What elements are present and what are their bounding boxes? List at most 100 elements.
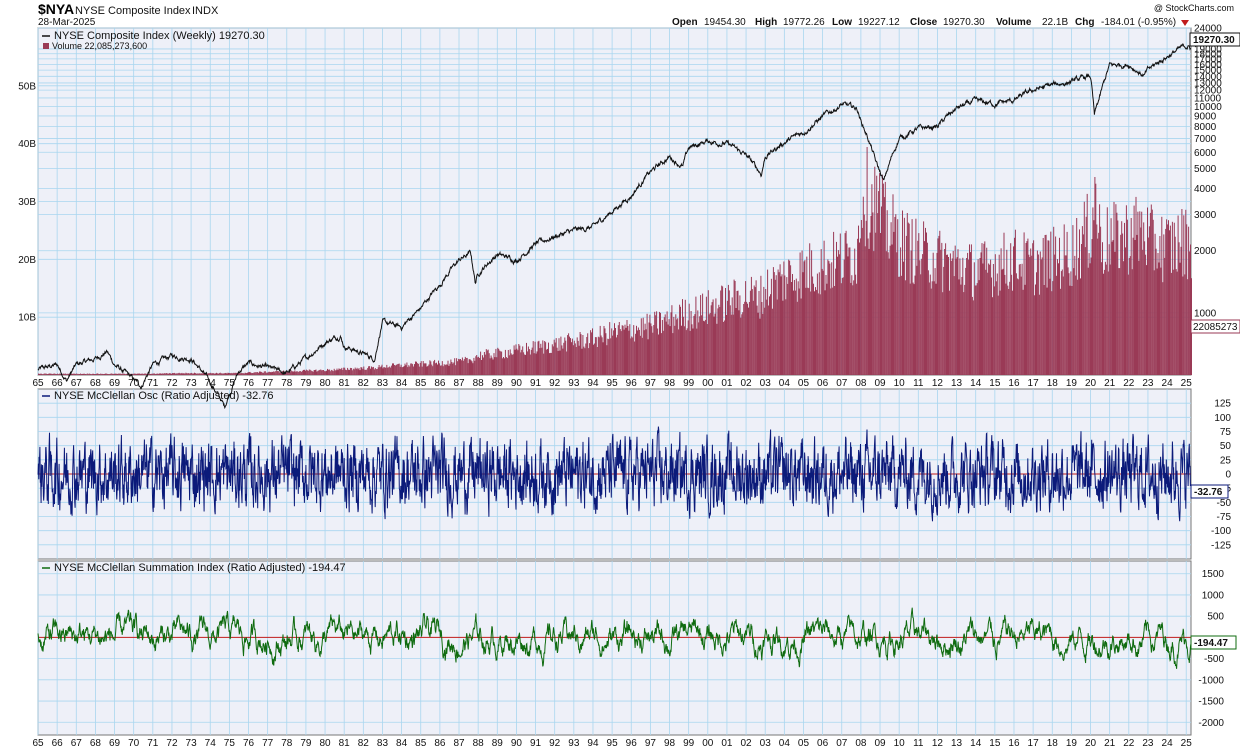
volume-bar — [879, 173, 881, 375]
volume-bar — [927, 270, 929, 375]
volume-bar — [517, 350, 519, 375]
volume-bar — [720, 290, 722, 375]
volume-bar — [61, 374, 63, 375]
volume-bar — [212, 373, 214, 375]
volume-bar — [42, 374, 44, 375]
volume-bar — [1152, 219, 1154, 375]
volume-bar — [609, 322, 611, 375]
volume-bar — [475, 356, 477, 375]
volume-bar — [840, 283, 842, 375]
volume-bar — [1062, 276, 1064, 375]
volume-bar — [935, 283, 937, 375]
volume-bar — [340, 369, 342, 375]
volume-bar — [1169, 225, 1171, 375]
volume-bar — [1075, 275, 1077, 375]
volume-bar — [557, 350, 559, 375]
volume-bar — [453, 362, 455, 375]
volume-bar — [1078, 257, 1080, 375]
x-tick-label: 05 — [798, 738, 810, 749]
volume-bar — [1034, 295, 1036, 375]
volume-bar — [1184, 274, 1186, 375]
volume-bar — [1039, 251, 1041, 375]
volume-bar — [476, 355, 478, 375]
volume-bar — [1126, 219, 1128, 375]
volume-bar — [255, 372, 257, 375]
volume-bar — [59, 373, 61, 375]
volume-bar — [457, 361, 459, 375]
x-tick-label: 79 — [300, 738, 312, 749]
volume-bar — [154, 373, 156, 375]
volume-bar — [268, 371, 270, 375]
volume-bar — [743, 304, 745, 375]
volume-bar — [332, 371, 334, 375]
volume-bar — [571, 342, 572, 375]
volume-bar — [76, 373, 78, 375]
volume-bar — [1011, 274, 1013, 375]
volume-bar — [955, 258, 957, 375]
volume-bar — [189, 373, 191, 375]
volume-bar — [975, 285, 977, 375]
volume-bar — [335, 370, 337, 375]
y-tick-label: -2000 — [1198, 718, 1224, 729]
volume-bar — [50, 373, 52, 375]
volume-bar — [172, 373, 173, 375]
volume-bar — [238, 373, 239, 375]
volume-bar — [144, 373, 146, 375]
volume-bar — [987, 272, 989, 375]
volume-bar — [152, 373, 154, 375]
volume-bar — [881, 206, 882, 375]
volume-bar — [427, 365, 429, 375]
volume-bar — [820, 249, 822, 375]
volume-bar — [898, 276, 900, 375]
volume-bar — [1053, 226, 1055, 375]
volume-bar — [689, 330, 691, 375]
volume-bar — [856, 283, 858, 375]
volume-bar — [229, 373, 231, 375]
volume-bar — [1103, 269, 1105, 375]
volume-bar — [969, 244, 970, 375]
volume-bar — [914, 275, 916, 375]
volume-bar — [1050, 231, 1052, 375]
volume-bar — [40, 373, 42, 375]
volume-bar — [343, 367, 345, 375]
y-tick-label: -50 — [1217, 498, 1232, 509]
x-tick-label: 90 — [511, 738, 523, 749]
volume-bar — [1111, 241, 1113, 375]
volume-bar — [78, 373, 80, 375]
volume-bar — [918, 233, 920, 375]
y-tick-label: 11000 — [1194, 93, 1222, 104]
volume-bar — [341, 367, 343, 375]
volume-bar — [1121, 221, 1123, 375]
x-tick-label: 88 — [473, 378, 485, 389]
volume-bar — [678, 329, 680, 375]
volume-bar — [576, 337, 578, 375]
volume-bar — [1147, 237, 1149, 375]
volume-bar — [96, 373, 98, 375]
x-tick-label: 99 — [683, 378, 695, 389]
volume-bar — [616, 334, 618, 375]
volume-bar — [692, 328, 694, 375]
volume-bar — [180, 373, 182, 375]
volume-bar — [1077, 279, 1079, 375]
volume-bar — [526, 342, 527, 375]
volume-bar — [948, 290, 950, 375]
x-tick-label: 16 — [1008, 738, 1020, 749]
volume-bar — [660, 333, 662, 375]
volume-bar — [500, 351, 502, 375]
volume-bar — [240, 373, 242, 375]
volume-bar — [1030, 248, 1032, 375]
x-tick-label: 80 — [319, 738, 331, 749]
volume-bar — [117, 373, 119, 375]
volume-bar — [883, 197, 885, 375]
volume-bar — [781, 274, 783, 375]
volume-bar — [972, 300, 974, 375]
volume-bar — [924, 241, 925, 375]
volume-value: 22.1B — [1042, 17, 1068, 28]
volume-bar — [196, 373, 198, 375]
volume-bar — [595, 337, 597, 375]
volume-bar — [1110, 218, 1112, 375]
volume-bar — [322, 370, 324, 375]
volume-bar — [514, 349, 516, 375]
volume-bar — [1162, 282, 1164, 375]
volume-bar — [1072, 225, 1074, 375]
